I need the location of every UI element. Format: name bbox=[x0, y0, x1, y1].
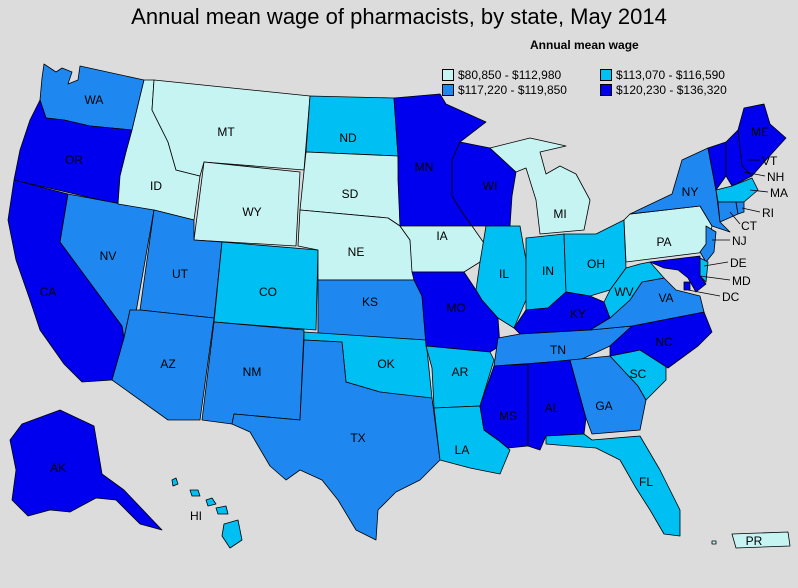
state-ia[interactable] bbox=[399, 225, 487, 273]
state-nd[interactable] bbox=[305, 95, 399, 157]
label-nd: ND bbox=[339, 131, 357, 145]
label-nv: NV bbox=[100, 249, 117, 263]
leader-nh bbox=[743, 171, 766, 177]
legend-item-bin-1: $113,070 - $116,590 bbox=[600, 68, 725, 82]
legend-item-bin-2: $117,220 - $119,850 bbox=[442, 83, 567, 97]
label-ri: RI bbox=[762, 206, 774, 220]
legend-swatch-bin-1 bbox=[600, 69, 612, 81]
leader-dc bbox=[687, 289, 721, 297]
legend-swatch-bin-3 bbox=[600, 84, 612, 96]
label-mt: MT bbox=[217, 125, 235, 139]
label-mi: MI bbox=[553, 207, 566, 221]
state-ri[interactable] bbox=[735, 201, 745, 215]
leader-ri bbox=[741, 207, 761, 213]
leader-ma bbox=[749, 189, 769, 193]
legend-label-bin-3: $120,230 - $136,320 bbox=[616, 83, 727, 97]
map-title: Annual mean wage of pharmacists, by stat… bbox=[131, 4, 667, 29]
label-ok: OK bbox=[377, 357, 394, 371]
label-nm: NM bbox=[243, 365, 262, 379]
state-mi[interactable] bbox=[489, 137, 591, 235]
label-wi: WI bbox=[483, 179, 498, 193]
leader-de bbox=[703, 261, 729, 267]
label-sc: SC bbox=[630, 367, 647, 381]
label-ks: KS bbox=[362, 295, 378, 309]
leader-md bbox=[699, 275, 731, 281]
label-tn: TN bbox=[550, 343, 566, 357]
label-wa: WA bbox=[85, 93, 104, 107]
state-wi[interactable] bbox=[451, 141, 517, 227]
label-ny: NY bbox=[682, 185, 699, 199]
label-de: DE bbox=[730, 256, 747, 270]
label-va: VA bbox=[658, 291, 673, 305]
label-wy: WY bbox=[242, 205, 261, 219]
state-fl[interactable] bbox=[545, 433, 681, 537]
state-il[interactable] bbox=[475, 225, 527, 329]
label-ct: CT bbox=[741, 219, 758, 233]
legend-label-bin-2: $117,220 - $119,850 bbox=[458, 83, 567, 97]
label-co: CO bbox=[259, 285, 277, 299]
label-nj: NJ bbox=[732, 234, 747, 248]
state-ks[interactable] bbox=[317, 279, 427, 341]
state-nc[interactable] bbox=[609, 311, 713, 369]
state-hi[interactable] bbox=[171, 477, 243, 549]
label-ak: AK bbox=[50, 461, 66, 475]
state-pr-vieques bbox=[711, 540, 717, 545]
label-ky: KY bbox=[570, 307, 586, 321]
label-az: AZ bbox=[160, 357, 175, 371]
state-pr[interactable] bbox=[731, 531, 791, 549]
label-la: LA bbox=[455, 443, 470, 457]
label-in: IN bbox=[542, 264, 554, 278]
label-al: AL bbox=[545, 401, 560, 415]
label-nc: NC bbox=[655, 335, 673, 349]
legend-label-bin-0: $80,850 - $112,980 bbox=[458, 68, 562, 82]
label-ma: MA bbox=[770, 186, 788, 200]
label-sd: SD bbox=[342, 187, 359, 201]
state-ct[interactable] bbox=[717, 201, 739, 223]
legend-swatch-bin-2 bbox=[442, 84, 454, 96]
legend-swatch-bin-0 bbox=[442, 69, 454, 81]
label-ut: UT bbox=[172, 267, 189, 281]
state-md[interactable] bbox=[649, 255, 707, 293]
label-pr: PR bbox=[746, 534, 763, 548]
legend-title: Annual mean wage bbox=[530, 38, 639, 52]
state-az[interactable] bbox=[111, 309, 215, 421]
label-tx: TX bbox=[350, 431, 365, 445]
state-pa[interactable] bbox=[623, 205, 713, 263]
label-il: IL bbox=[499, 267, 509, 281]
label-hi: HI bbox=[190, 509, 202, 523]
state-dc[interactable] bbox=[683, 281, 691, 291]
label-ia: IA bbox=[436, 229, 447, 243]
label-ms: MS bbox=[499, 409, 517, 423]
label-mn: MN bbox=[415, 160, 434, 174]
label-md: MD bbox=[732, 274, 751, 288]
label-ne: NE bbox=[348, 245, 365, 259]
label-wv: WV bbox=[614, 285, 633, 299]
label-id: ID bbox=[150, 179, 162, 193]
label-vt: VT bbox=[762, 154, 778, 168]
state-wy[interactable] bbox=[193, 161, 301, 247]
label-mo: MO bbox=[446, 301, 465, 315]
label-dc: DC bbox=[722, 290, 740, 304]
legend-label-bin-1: $113,070 - $116,590 bbox=[616, 68, 725, 82]
legend-item-bin-3: $120,230 - $136,320 bbox=[600, 83, 727, 97]
state-wv[interactable] bbox=[603, 261, 665, 319]
label-or: OR bbox=[65, 153, 83, 167]
label-oh: OH bbox=[587, 257, 605, 271]
label-nh: NH bbox=[767, 170, 784, 184]
state-ak[interactable] bbox=[9, 409, 163, 531]
leader-ct bbox=[729, 211, 741, 225]
label-fl: FL bbox=[639, 475, 653, 489]
label-ca: CA bbox=[40, 285, 57, 299]
label-ar: AR bbox=[452, 365, 469, 379]
label-pa: PA bbox=[656, 235, 671, 249]
state-tx[interactable] bbox=[231, 339, 441, 541]
state-co[interactable] bbox=[213, 241, 319, 331]
legend-item-bin-0: $80,850 - $112,980 bbox=[442, 68, 561, 82]
label-ga: GA bbox=[595, 399, 612, 413]
label-me: ME bbox=[751, 125, 769, 139]
